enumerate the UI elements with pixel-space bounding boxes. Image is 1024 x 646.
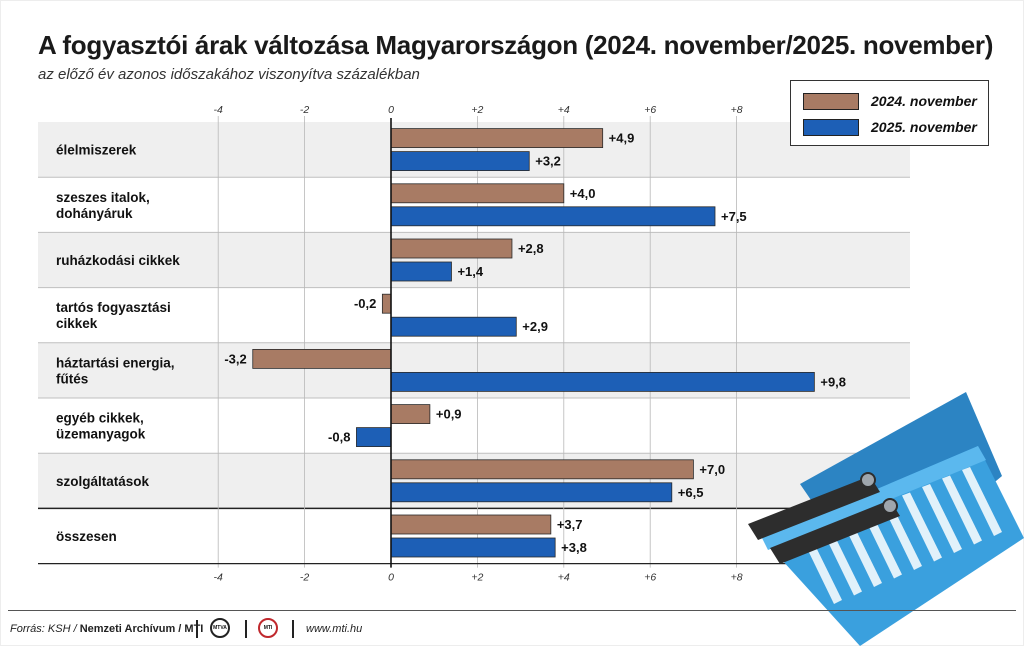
bar-2024 [381, 293, 392, 314]
basket-slot [942, 475, 982, 545]
footer-separator [245, 620, 247, 638]
category-label: dohányáruk [56, 206, 133, 221]
basket-slot [902, 492, 942, 562]
basket-rivet [882, 498, 898, 514]
tick-label-bottom: +2 [471, 572, 483, 584]
tick-label-bottom: +8 [731, 572, 743, 584]
data-label: +9,8 [820, 374, 846, 389]
tick-label-bottom: +6 [644, 572, 656, 584]
tick-label-bottom: +4 [558, 572, 570, 584]
legend-swatch-2025 [803, 118, 859, 136]
tick-label-bottom: 0 [388, 572, 394, 584]
bar-2025 [390, 537, 556, 558]
footer: Forrás: KSH / Nemzeti Archívum / MTI MTV… [0, 606, 1024, 646]
basket-slot [922, 484, 962, 553]
basket-rivet [860, 472, 876, 488]
basket-slot [822, 526, 862, 596]
data-label: -0,2 [354, 296, 376, 311]
data-label: +3,2 [535, 154, 561, 169]
tick-label-bottom: -2 [300, 572, 309, 584]
category-label: szolgáltatások [56, 474, 150, 489]
category-label: ruházkodási cikkek [56, 253, 180, 268]
data-label: +4,0 [570, 186, 596, 201]
legend-label-2025: 2025. november [871, 119, 977, 135]
basket-slot [962, 467, 1002, 536]
tick-label-bottom: -4 [214, 572, 223, 584]
category-label: szeszes italok, [56, 190, 150, 205]
bar-2024 [390, 183, 565, 204]
tick-label-top: -2 [300, 104, 309, 116]
tick-label-top: +2 [471, 104, 483, 116]
source-bold: Nemzeti Archívum / MTI [79, 623, 204, 635]
bar-2024 [390, 238, 513, 259]
data-label: +7,0 [699, 462, 725, 477]
mtva-logo: MTVA [210, 618, 230, 638]
bar-2025 [390, 151, 530, 172]
shopping-basket-icon [748, 392, 1024, 646]
footer-separator [292, 620, 294, 638]
bar-2025 [390, 206, 716, 227]
data-label: +1,4 [457, 264, 483, 279]
row-band [38, 398, 910, 454]
bar-2025 [390, 316, 517, 337]
mti-logo: MTI [258, 618, 278, 638]
data-label: +3,8 [561, 540, 587, 555]
basket-slot [802, 535, 842, 604]
category-label: üzemanyagok [56, 427, 146, 442]
basket-handle [770, 500, 900, 564]
data-label: +4,9 [609, 131, 635, 146]
data-label: -0,8 [328, 430, 350, 445]
legend: 2024. november 2025. november [790, 80, 989, 146]
bar-chart: -4 -4 -2 -2 0 0 +2 +2 +4 +4 +6 +6 +8 +8 +4,9 +3,2 élelmi… [38, 104, 910, 584]
bar-2024 [390, 128, 604, 149]
data-label: -3,2 [224, 351, 246, 366]
category-label: fűtés [56, 371, 88, 386]
footer-divider [8, 610, 1016, 611]
bar-2024 [252, 348, 392, 369]
bar-2025 [390, 261, 452, 282]
data-label: +7,5 [721, 209, 747, 224]
category-label: tartós fogyasztási [56, 300, 171, 315]
tick-label-top: +6 [644, 104, 656, 116]
chart-subtitle: az előző év azonos időszakához viszonyít… [38, 66, 420, 83]
legend-item-2024: 2024. november [803, 92, 977, 110]
footer-separator [196, 620, 198, 638]
category-label: élelmiszerek [56, 143, 137, 158]
data-label: +2,9 [522, 319, 548, 334]
chart-title: A fogyasztói árak változása Magyarország… [38, 30, 994, 60]
bar-2025 [390, 482, 673, 503]
source-credit: Forrás: KSH / Nemzeti Archívum / MTI [10, 623, 203, 635]
tick-label-top: +8 [731, 104, 743, 116]
bar-2024 [390, 514, 552, 535]
category-label: háztartási energia, [56, 355, 175, 370]
tick-label-top: +4 [558, 104, 570, 116]
mtva-logo-text: MTVA [213, 625, 227, 631]
data-label: +3,7 [557, 517, 583, 532]
legend-label-2024: 2024. november [871, 93, 977, 109]
data-label: +6,5 [678, 485, 704, 500]
tick-label-top: -4 [214, 104, 223, 116]
tick-label-top: 0 [388, 104, 394, 116]
mti-logo-text: MTI [263, 625, 273, 631]
data-label: +2,8 [518, 241, 544, 256]
source-prefix: Forrás: KSH / [10, 623, 80, 635]
legend-swatch-2024 [803, 92, 859, 110]
basket-rim [762, 446, 986, 550]
category-label: egyéb cikkek, [56, 411, 144, 426]
bar-2024 [390, 459, 694, 480]
category-label: cikkek [56, 316, 98, 331]
basket-slot [842, 518, 882, 587]
category-label: összesen [56, 529, 117, 544]
bar-2025 [356, 427, 392, 448]
data-label: +0,9 [436, 407, 462, 422]
legend-item-2025: 2025. november [803, 118, 977, 136]
basket-handle [748, 476, 880, 540]
site-url: www.mti.hu [306, 623, 363, 635]
bar-2024 [390, 404, 431, 425]
